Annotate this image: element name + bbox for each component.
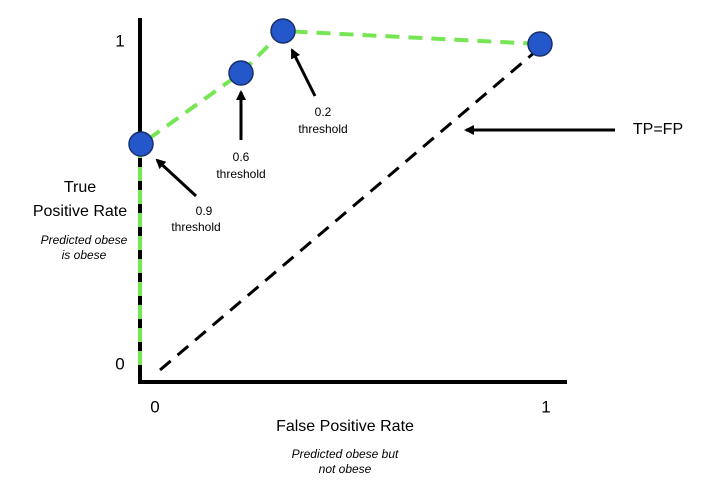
arrow [290, 48, 317, 97]
point [270, 18, 296, 44]
y-label: Positive Rate [33, 203, 127, 220]
threshold-text: threshold [216, 167, 265, 181]
x-tick: 1 [541, 397, 550, 416]
x-note: Predicted obese but [292, 447, 399, 461]
roc-curve [138, 28, 541, 365]
y-tick: 0 [115, 354, 124, 373]
threshold-text: threshold [171, 220, 220, 234]
point [527, 31, 553, 57]
y-tick: 1 [115, 31, 124, 50]
y-note: is obese [62, 248, 107, 262]
arrow [155, 158, 198, 198]
arrows [155, 48, 615, 198]
y-label: True [64, 179, 96, 196]
y-note: Predicted obese [41, 233, 128, 247]
threshold-value: 0.6 [233, 150, 250, 164]
x-note: not obese [319, 462, 372, 476]
points [128, 18, 553, 157]
threshold-value: 0.9 [196, 204, 213, 218]
point [228, 60, 254, 86]
point [128, 131, 154, 157]
tp-fp-label: TP=FP [633, 121, 683, 138]
diagonal [159, 50, 536, 372]
threshold-value: 0.2 [315, 105, 332, 119]
threshold-text: threshold [298, 122, 347, 136]
x-label: False Positive Rate [276, 418, 414, 435]
x-tick: 0 [150, 397, 159, 416]
